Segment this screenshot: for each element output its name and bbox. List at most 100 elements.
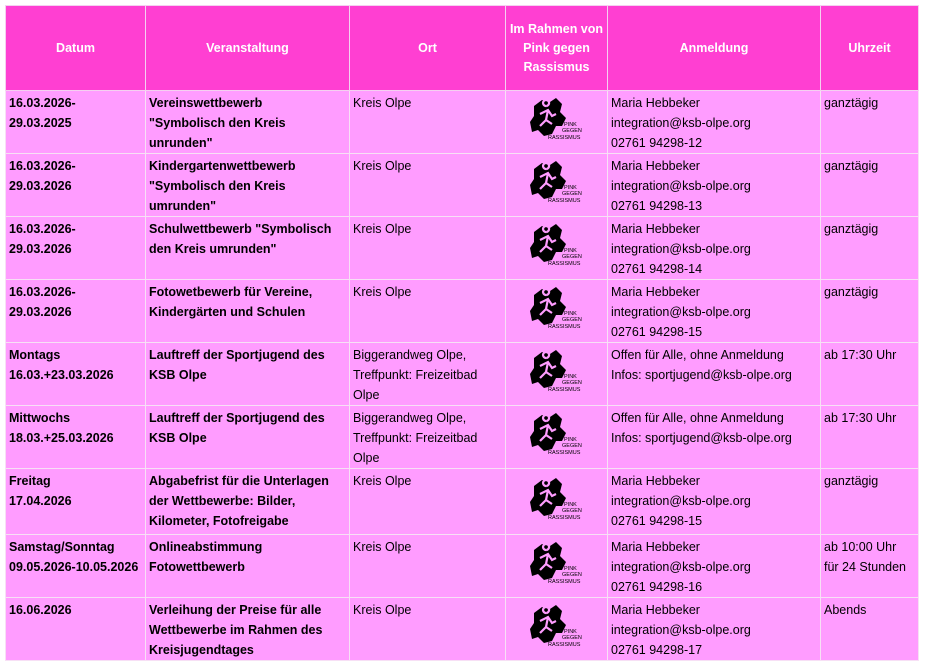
- cell-line: KSB Olpe: [149, 368, 207, 382]
- cell-line: Maria Hebbeker: [611, 285, 700, 299]
- table-cell: Kreis Olpe: [349, 468, 506, 535]
- cell-line: Abgabefrist für die Unterlagen: [149, 474, 329, 488]
- cell-line: Maria Hebbeker: [611, 96, 700, 110]
- cell-line: 16.03.2026-: [9, 222, 76, 236]
- cell-line: 18.03.+25.03.2026: [9, 431, 114, 445]
- logo-cell: PINK GEGEN RASSISMUS: [505, 216, 608, 280]
- cell-line: Mittwochs: [9, 411, 71, 425]
- table-cell: Offen für Alle, ohne Anmeldung Infos: spo…: [607, 342, 821, 406]
- cell-line: Infos: sportjugend@ksb-olpe.org: [611, 431, 792, 445]
- logo-text: RASSISMUS: [548, 198, 581, 204]
- cell-line: ganztägig: [824, 285, 879, 299]
- cell-line: Schulwettbewerb "Symbolisch: [149, 222, 332, 236]
- table-cell: 16.06.2026: [5, 597, 146, 661]
- table-cell: Samstag/Sonntag 09.05.2026-10.05.2026: [5, 534, 146, 598]
- cell-line: integration@ksb-olpe.org: [611, 623, 751, 637]
- table-cell: Vereinswettbewerb "Symbolisch den Kreis un…: [145, 90, 350, 154]
- logo-text: GEGEN: [562, 508, 582, 514]
- logo-text: PINK: [564, 502, 577, 508]
- cell-line: 02761 94298-15: [611, 514, 703, 528]
- cell-line: integration@ksb-olpe.org: [611, 242, 751, 256]
- logo-cell: PINK GEGEN RASSISMUS: [505, 153, 608, 217]
- table-row: Freitag 17.04.2026 Abgabefrist für die Unt…: [5, 468, 919, 535]
- logo-text: PINK: [564, 629, 577, 635]
- header-cell: Uhrzeit: [820, 5, 919, 91]
- table-cell: ganztägig: [820, 279, 919, 343]
- table-cell: Abends: [820, 597, 919, 661]
- cell-line: 02761 94298-15: [611, 325, 703, 339]
- logo-text: GEGEN: [562, 191, 582, 197]
- table-cell: ganztägig: [820, 90, 919, 154]
- logo-text: RASSISMUS: [548, 642, 581, 648]
- cell-line: Kreis Olpe: [353, 285, 412, 299]
- logo-text: GEGEN: [562, 572, 582, 578]
- table-cell: Kreis Olpe: [349, 534, 506, 598]
- logo-runner: [538, 542, 556, 571]
- cell-line: Biggerandweg Olpe,: [353, 348, 467, 362]
- logo-cell: PINK GEGEN RASSISMUS: [505, 279, 608, 343]
- logo-text: RASSISMUS: [548, 387, 581, 393]
- cell-line: Maria Hebbeker: [611, 474, 700, 488]
- cell-line: Onlineabstimmung: [149, 540, 263, 554]
- logo-cell: PINK GEGEN RASSISMUS: [505, 468, 608, 535]
- cell-line: 29.03.2026: [9, 179, 72, 193]
- table-cell: Kreis Olpe: [349, 216, 506, 280]
- table-cell: ganztägig: [820, 216, 919, 280]
- logo-runner: [538, 224, 556, 253]
- logo-runner: [538, 605, 556, 634]
- cell-line: Biggerandweg Olpe,: [353, 411, 467, 425]
- page: Datum Veranstaltung Ort Im Rahmen von Pink …: [5, 5, 919, 661]
- table-row: Mittwochs 18.03.+25.03.2026 Lauftreff der …: [5, 405, 919, 469]
- cell-line: Maria Hebbeker: [611, 540, 700, 554]
- table-cell: Mittwochs 18.03.+25.03.2026: [5, 405, 146, 469]
- cell-line: Kreis Olpe: [353, 540, 412, 554]
- cell-line: Freitag: [9, 474, 51, 488]
- cell-line: Offen für Alle, ohne Anmeldung: [611, 348, 784, 362]
- table-cell: ab 17:30 Uhr: [820, 405, 919, 469]
- cell-line: ab 17:30 Uhr: [824, 348, 897, 362]
- logo-text: PINK: [564, 437, 577, 443]
- cell-line: Olpe: [353, 451, 380, 465]
- logo-runner: [538, 478, 556, 507]
- table-cell: Kreis Olpe: [349, 279, 506, 343]
- cell-line: Kreis Olpe: [353, 474, 412, 488]
- cell-line: integration@ksb-olpe.org: [611, 179, 751, 193]
- table-cell: Onlineabstimmung Fotowettbewerb: [145, 534, 350, 598]
- table-cell: ab 10:00 Uhr für 24 Stunden: [820, 534, 919, 598]
- table-cell: 16.03.2026- 29.03.2026: [5, 279, 146, 343]
- table-row: 16.03.2026- 29.03.2026 Fotowetbewerb für V…: [5, 279, 919, 343]
- cell-line: 16.03.2026-: [9, 159, 76, 173]
- logo-text: GEGEN: [562, 128, 582, 134]
- table-cell: Biggerandweg Olpe, Treffpunkt: Freizeitba…: [349, 405, 506, 469]
- table-cell: Biggerandweg Olpe, Treffpunkt: Freizeitba…: [349, 342, 506, 406]
- logo-text: PINK: [564, 122, 577, 128]
- cell-line: ganztägig: [824, 96, 879, 110]
- logo-shape: [529, 287, 566, 325]
- cell-line: 02761 94298-13: [611, 199, 703, 213]
- cell-line: 02761 94298-16: [611, 580, 703, 594]
- cell-line: Kindergärten und Schulen: [149, 305, 306, 319]
- cell-line: ganztägig: [824, 474, 879, 488]
- cell-line: Abends: [824, 603, 867, 617]
- table-cell: Maria Hebbeker integration@ksb-olpe.org 02…: [607, 597, 821, 661]
- header-row: Datum Veranstaltung Ort Im Rahmen von Pink …: [5, 5, 919, 91]
- cell-line: Vereinswettbewerb: [149, 96, 263, 110]
- cell-line: 02761 94298-17: [611, 643, 703, 657]
- cell-line: Kilometer, Fotofreigabe: [149, 514, 289, 528]
- table-cell: Verleihung der Preise für alle Wettbewerb…: [145, 597, 350, 661]
- table-cell: Lauftreff der Sportjugend des KSB Olpe: [145, 405, 350, 469]
- cell-line: unrunden": [149, 136, 213, 150]
- table-cell: Kreis Olpe: [349, 597, 506, 661]
- logo-cell: PINK GEGEN RASSISMUS: [505, 534, 608, 598]
- table-cell: Montags 16.03.+23.03.2026: [5, 342, 146, 406]
- logo-text: GEGEN: [562, 254, 582, 260]
- cell-line: Treffpunkt: Freizeitbad: [353, 431, 478, 445]
- table-cell: Maria Hebbeker integration@ksb-olpe.org 02…: [607, 153, 821, 217]
- event-table: Datum Veranstaltung Ort Im Rahmen von Pink …: [5, 5, 919, 661]
- cell-line: Lauftreff der Sportjugend des: [149, 411, 325, 425]
- table-row: 16.03.2026- 29.03.2026 Kindergartenwettbew…: [5, 153, 919, 217]
- cell-line: 09.05.2026-10.05.2026: [9, 560, 139, 574]
- cell-line: Maria Hebbeker: [611, 603, 700, 617]
